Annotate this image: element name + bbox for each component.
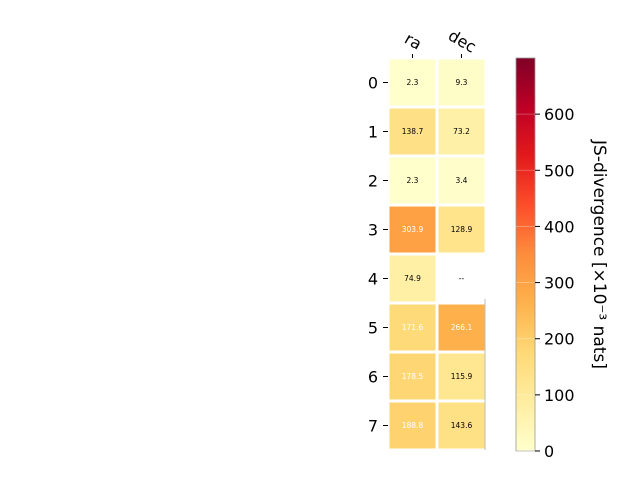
heatmap-cell-1-ra [389, 108, 436, 155]
colorbar-tick-label-200: 200 [544, 330, 575, 349]
x-tick-label-ra: ra [401, 29, 425, 54]
cell-label-1-dec: 73.2 [453, 127, 470, 136]
heatmap-cell-5-dec [438, 304, 485, 351]
cell-label-2-ra: 2.3 [407, 176, 419, 185]
heatmap-cell-2-dec [438, 157, 485, 204]
cell-label-4-dec: -- [459, 274, 465, 283]
heatmap-cell-2-ra [389, 157, 436, 204]
heatmap-cell-1-dec [438, 108, 485, 155]
y-tick-label-1: 1 [368, 123, 378, 142]
cell-label-2-dec: 3.4 [456, 176, 468, 185]
colorbar-tick-label-100: 100 [544, 386, 575, 405]
y-tick-label-0: 0 [368, 74, 378, 93]
cell-label-0-ra: 2.3 [407, 78, 419, 87]
cell-label-6-ra: 178.5 [402, 372, 424, 381]
heatmap-cell-6-ra [389, 353, 436, 400]
cell-label-5-ra: 171.6 [402, 323, 424, 332]
y-tick-label-4: 4 [368, 270, 378, 289]
cell-label-7-dec: 143.6 [451, 421, 473, 430]
heatmap-cell-5-ra [389, 304, 436, 351]
cell-label-7-ra: 188.8 [402, 421, 424, 430]
heatmap-cell-4-ra [389, 255, 436, 302]
colorbar-tick-label-300: 300 [544, 274, 575, 293]
heatmap-cell-3-ra [389, 206, 436, 253]
cell-label-3-ra: 303.9 [402, 225, 424, 234]
colorbar-label: JS-divergence [×10⁻³ nats] [589, 139, 609, 369]
cell-label-3-dec: 128.9 [451, 225, 473, 234]
heatmap-cell-4-dec [438, 255, 485, 302]
cell-label-0-dec: 9.3 [456, 78, 468, 87]
heatmap-cell-6-dec [438, 353, 485, 400]
y-tick-label-5: 5 [368, 319, 378, 338]
cells-layer: 2.3 9.3 138.7 73.2 2.3 3.4 303.9 128.9 74.9 -- 171… [389, 59, 485, 449]
cell-label-6-dec: 115.9 [451, 372, 473, 381]
y-tick-label-6: 6 [368, 368, 378, 387]
colorbar-tick-label-600: 600 [544, 105, 575, 124]
cell-label-5-dec: 266.1 [451, 323, 473, 332]
cell-label-4-ra: 74.9 [404, 274, 421, 283]
heatmap-cell-3-dec [438, 206, 485, 253]
heatmap-cell-0-dec [438, 59, 485, 106]
colorbar-gradient [515, 57, 536, 452]
colorbar-tick-label-0: 0 [544, 442, 554, 461]
colorbar-tick-label-500: 500 [544, 161, 575, 180]
heatmap-cell-7-dec [438, 402, 485, 449]
colorbar: 0 100 200 300 400 500 600 JS-divergence [×10⁻³ … [515, 57, 609, 461]
y-tick-label-3: 3 [368, 221, 378, 240]
x-tick-label-dec: dec [445, 26, 479, 57]
heatmap-cell-7-ra [389, 402, 436, 449]
y-tick-label-7: 7 [368, 417, 378, 436]
colorbar-tick-label-400: 400 [544, 217, 575, 236]
heatmap-cell-0-ra [389, 59, 436, 106]
y-tick-label-2: 2 [368, 172, 378, 191]
cell-label-1-ra: 138.7 [402, 127, 424, 136]
